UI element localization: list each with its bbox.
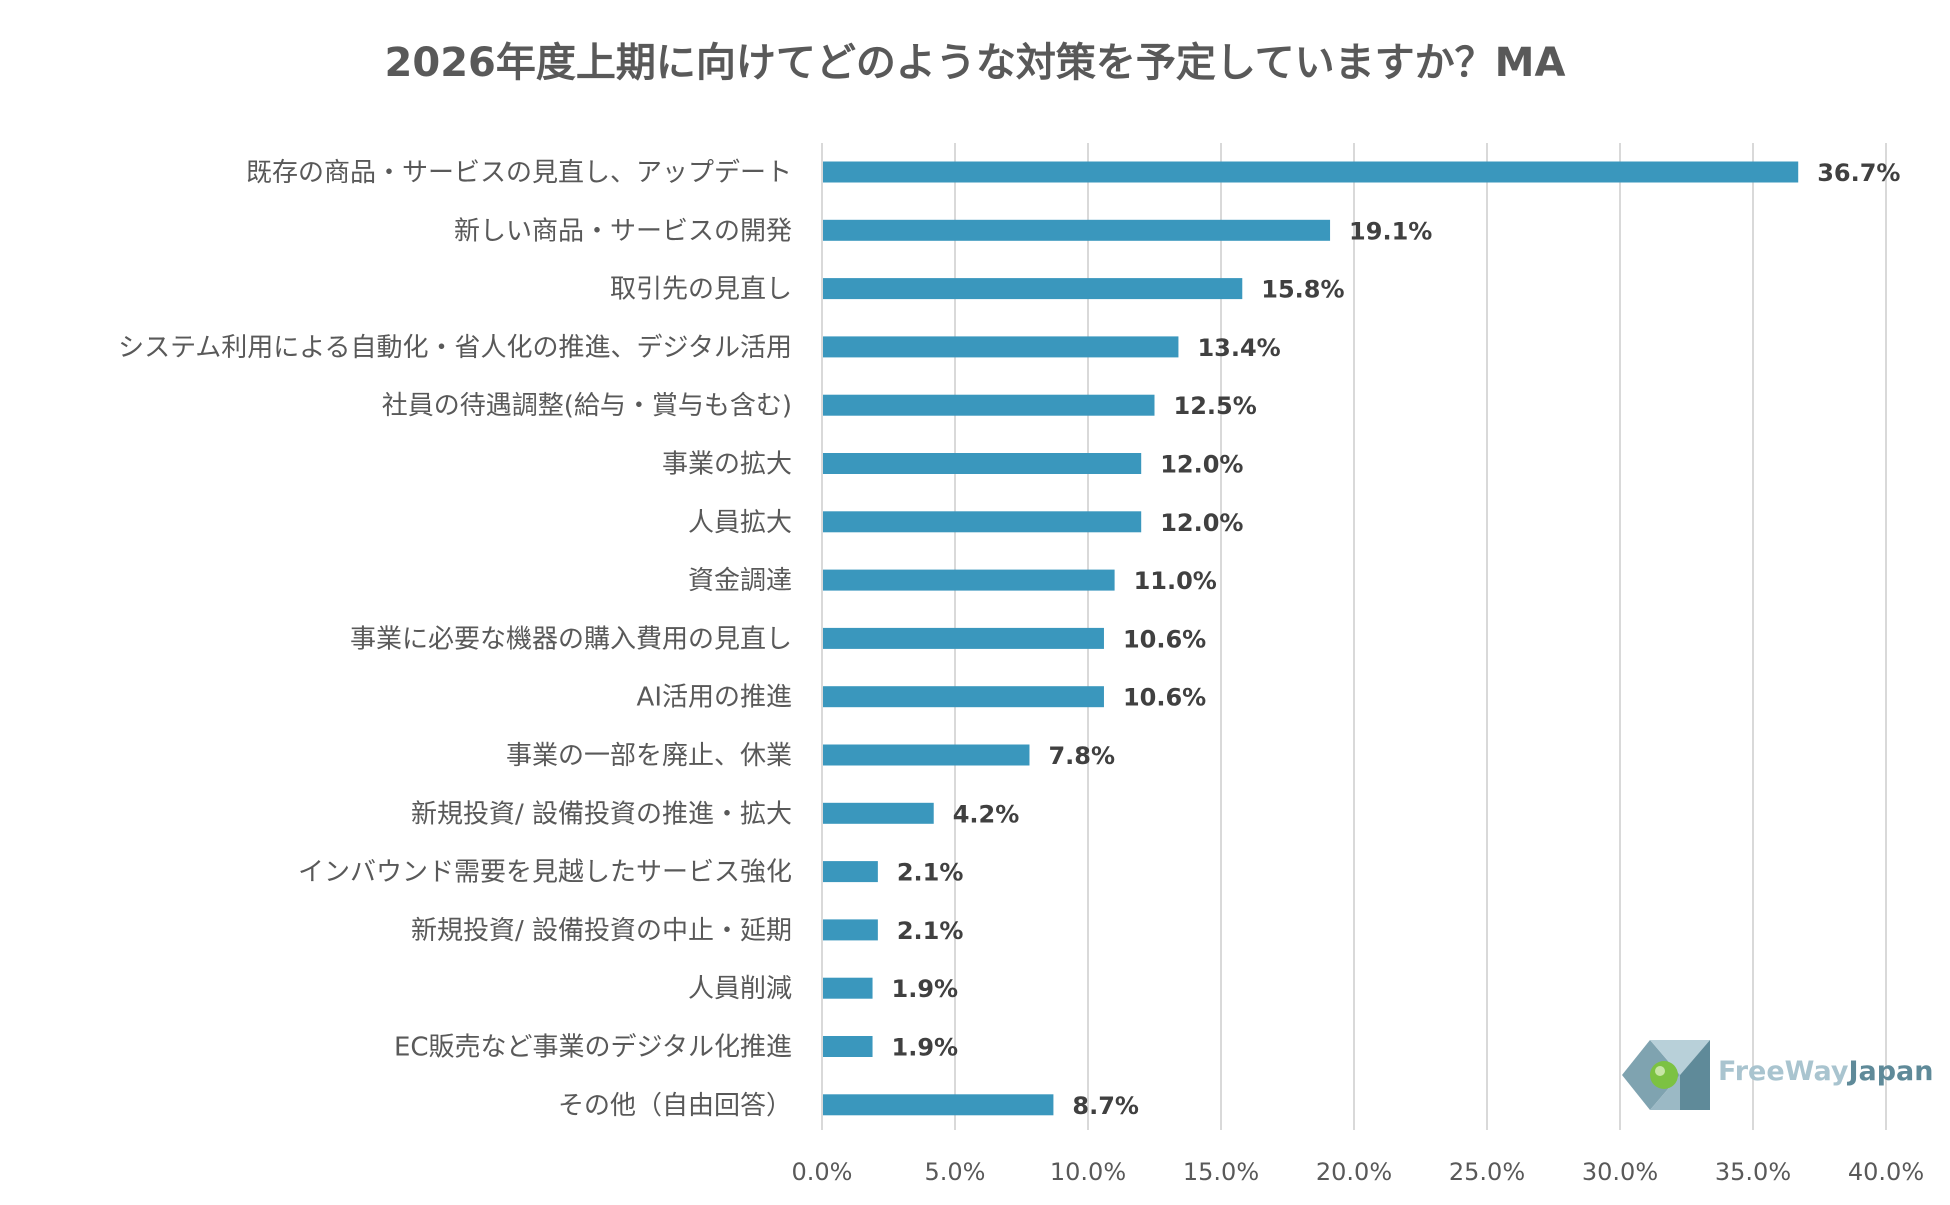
x-tick-label: 40.0% xyxy=(1848,1158,1924,1186)
value-label: 1.9% xyxy=(892,975,959,1003)
x-axis-ticks: 0.0% 5.0% 10.0% 15.0% 20.0% 25.0% 30.0% 35.0% 40… xyxy=(792,1158,1925,1186)
bar xyxy=(823,394,1155,416)
x-tick-label: 0.0% xyxy=(792,1158,853,1186)
bar xyxy=(823,861,878,883)
value-label: 10.6% xyxy=(1123,625,1206,653)
value-label: 36.7% xyxy=(1817,159,1900,187)
x-tick-label: 35.0% xyxy=(1715,1158,1791,1186)
value-label: 4.2% xyxy=(953,800,1020,828)
value-label: 1.9% xyxy=(892,1034,959,1062)
category-label: 新規投資/ 設備投資の推進・拡大 xyxy=(411,799,792,829)
bar xyxy=(823,278,1243,300)
bar xyxy=(823,686,1104,708)
x-tick-label: 25.0% xyxy=(1449,1158,1525,1186)
x-tick-label: 20.0% xyxy=(1316,1158,1392,1186)
category-label: 事業の一部を廃止、休業 xyxy=(506,741,792,771)
bar xyxy=(823,161,1799,183)
value-label: 15.8% xyxy=(1261,276,1344,304)
category-label: 新規投資/ 設備投資の中止・延期 xyxy=(411,916,792,946)
category-label: 人員削減 xyxy=(688,974,792,1004)
logo-text-free: FreeWay xyxy=(1718,1056,1849,1087)
value-label: 19.1% xyxy=(1349,217,1432,245)
x-tick-label: 30.0% xyxy=(1582,1158,1658,1186)
value-label: 7.8% xyxy=(1048,742,1115,770)
category-label: 既存の商品・サービスの見直し、アップデート xyxy=(246,158,792,188)
value-label: 12.5% xyxy=(1174,392,1257,420)
value-label: 8.7% xyxy=(1072,1092,1139,1120)
bar xyxy=(823,569,1115,591)
chart-title: 2026年度上期に向けてどのような対策を予定していますか？MA xyxy=(384,40,1566,86)
bar xyxy=(823,744,1030,766)
category-label: AI活用の推進 xyxy=(637,683,792,713)
bar xyxy=(823,1094,1054,1116)
bar xyxy=(823,977,873,999)
bar xyxy=(823,802,934,824)
category-label: 事業の拡大 xyxy=(662,450,792,480)
bar xyxy=(823,336,1179,358)
bar xyxy=(823,1036,873,1057)
bar-layer xyxy=(823,161,1799,1116)
logo-text-japan: Japan xyxy=(1848,1056,1934,1087)
category-label: EC販売など事業のデジタル化推進 xyxy=(394,1033,792,1063)
freewayjapan-logo-icon xyxy=(1622,1040,1710,1110)
x-tick-label: 5.0% xyxy=(925,1158,986,1186)
category-label: 新しい商品・サービスの開発 xyxy=(454,216,792,246)
category-label: 社員の待遇調整(給与・賞与も含む) xyxy=(382,391,792,421)
value-label: 13.4% xyxy=(1197,334,1280,362)
category-label: インバウンド需要を見越したサービス強化 xyxy=(298,858,792,888)
category-label: 人員拡大 xyxy=(688,508,792,538)
bar xyxy=(823,453,1142,474)
value-label: 10.6% xyxy=(1123,684,1206,712)
category-label: システム利用による自動化・省人化の推進、デジタル活用 xyxy=(118,333,792,363)
value-label: 12.0% xyxy=(1160,509,1243,537)
x-tick-label: 15.0% xyxy=(1183,1158,1259,1186)
value-label: 11.0% xyxy=(1134,567,1217,595)
category-label: その他（自由回答） xyxy=(558,1091,792,1121)
value-label: 2.1% xyxy=(897,917,964,945)
logo-text: FreeWayJapan xyxy=(1718,1056,1934,1087)
label-layer: 既存の商品・サービスの見直し、アップデート 36.7% 新しい商品・サービスの開発 1… xyxy=(118,158,1900,1121)
category-label: 取引先の見直し xyxy=(610,275,792,305)
value-label: 12.0% xyxy=(1160,451,1243,479)
x-tick-label: 10.0% xyxy=(1050,1158,1126,1186)
value-label: 2.1% xyxy=(897,859,964,887)
bar xyxy=(823,219,1331,241)
category-label: 事業に必要な機器の購入費用の見直し xyxy=(350,624,792,654)
category-label: 資金調達 xyxy=(688,566,792,596)
bar xyxy=(823,919,878,941)
bar xyxy=(823,627,1104,649)
bar xyxy=(823,511,1142,533)
